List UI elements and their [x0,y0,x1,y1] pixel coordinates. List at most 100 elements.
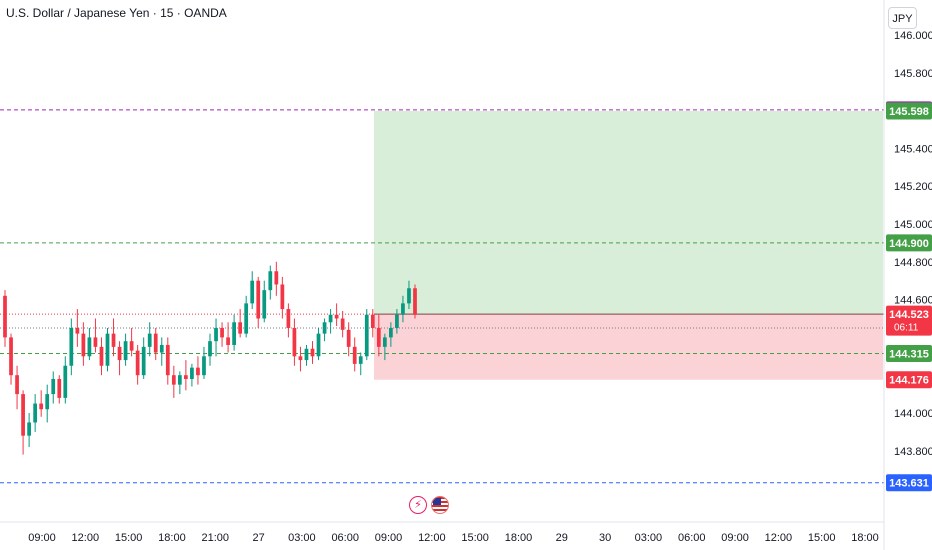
candle-25 [153,333,158,353]
candle-61 [370,314,375,328]
price-label-2: 144.900 [889,238,929,250]
candle-2 [15,375,19,395]
candle-31 [190,367,194,379]
x-tick-label-19: 18:00 [851,532,879,544]
price-label-1-badge [886,102,932,120]
x-tick-label-11: 18:00 [505,532,533,544]
candle-9 [57,378,62,398]
candle-56 [340,318,345,330]
price-label-4-badge [886,344,932,362]
time-axis-panel [0,522,884,550]
x-tick-label-10: 15:00 [461,532,489,544]
candle-13 [81,333,86,357]
y-tick-label-6: 144.600 [894,295,932,307]
y-tick-label-1: 145.800 [894,68,932,80]
candle-36 [220,327,224,338]
candle-27 [165,344,170,376]
candle-19 [117,346,122,361]
candle-5 [33,403,38,423]
price-label-6-badge [886,474,932,492]
candle-49 [298,356,303,361]
candle-30 [184,375,188,379]
price-label-5-badge [886,371,932,389]
candle-62 [376,327,381,347]
x-tick-label-18: 15:00 [808,532,836,544]
x-tick-label-15: 06:00 [678,532,706,544]
candle-1 [9,337,13,376]
x-tick-label-6: 03:00 [288,532,316,544]
candle-50 [304,348,309,361]
candle-38 [232,322,236,345]
candle-35 [214,327,218,342]
candle-17 [105,333,110,366]
y-tick-label-5: 144.800 [894,257,932,269]
candle-47 [286,309,291,328]
candle-11 [69,327,74,366]
candle-12 [75,327,80,334]
y-tick-label-7: 144.000 [894,408,932,420]
x-tick-label-4: 21:00 [201,532,229,544]
event-markers: ⚡ [409,496,449,514]
candle-23 [141,346,146,376]
x-tick-label-3: 18:00 [158,532,186,544]
candle-33 [202,356,206,376]
price-label-1: 145.598 [889,106,929,118]
candle-53 [322,322,327,334]
candle-28 [171,375,176,385]
candle-60 [364,314,369,357]
candle-29 [177,375,182,385]
candle-39 [238,322,243,334]
price-label-6: 143.631 [889,478,929,490]
candle-40 [244,303,249,334]
x-tick-label-9: 12:00 [418,532,446,544]
candle-41 [250,280,255,304]
candle-63 [382,337,387,347]
y-tick-label-3: 145.200 [894,181,932,193]
candle-51 [310,348,315,357]
candle-21 [129,341,134,351]
x-tick-label-14: 03:00 [635,532,663,544]
current-price-label-badge [886,305,932,336]
price-label-5: 144.176 [889,375,929,387]
price-axis-panel [884,0,932,550]
loss-zone [374,314,883,380]
candle-4 [27,422,31,436]
x-tick-label-13: 30 [599,532,611,544]
us-flag-event-icon[interactable] [431,496,449,514]
symbol-title: U.S. Dollar / Japanese Yen · 15 · OANDA [6,6,227,20]
candle-0 [3,295,7,338]
profit-zone [374,110,883,315]
candle-24 [147,333,152,347]
bolt-event-icon[interactable]: ⚡ [409,496,427,514]
candle-43 [262,290,267,319]
candle-34 [208,341,212,357]
y-tick-label-2: 145.400 [894,143,932,155]
x-tick-label-12: 29 [556,532,568,544]
candle-15 [93,337,98,347]
candle-46 [280,284,285,310]
currency-button[interactable]: JPY [888,7,917,29]
y-tick-label-4: 145.000 [894,219,932,231]
candle-55 [334,314,339,319]
candle-52 [316,333,321,357]
candle-18 [111,333,116,347]
x-tick-label-16: 09:00 [721,532,749,544]
candle-10 [63,365,68,398]
candle-8 [51,378,56,395]
candle-64 [389,327,393,338]
x-tick-label-17: 12:00 [765,532,793,544]
candle-3 [21,394,25,436]
candle-44 [268,271,273,291]
x-tick-label-5: 27 [252,532,264,544]
x-tick-label-1: 12:00 [72,532,100,544]
candle-67 [407,288,411,304]
candle-59 [358,356,363,364]
candle-54 [328,314,333,323]
y-tick-label-8: 143.800 [894,446,932,458]
candle-48 [292,327,297,357]
candle-65 [395,314,399,328]
price-label-4: 144.315 [889,348,929,360]
x-tick-label-2: 15:00 [115,532,143,544]
candle-45 [274,271,279,285]
